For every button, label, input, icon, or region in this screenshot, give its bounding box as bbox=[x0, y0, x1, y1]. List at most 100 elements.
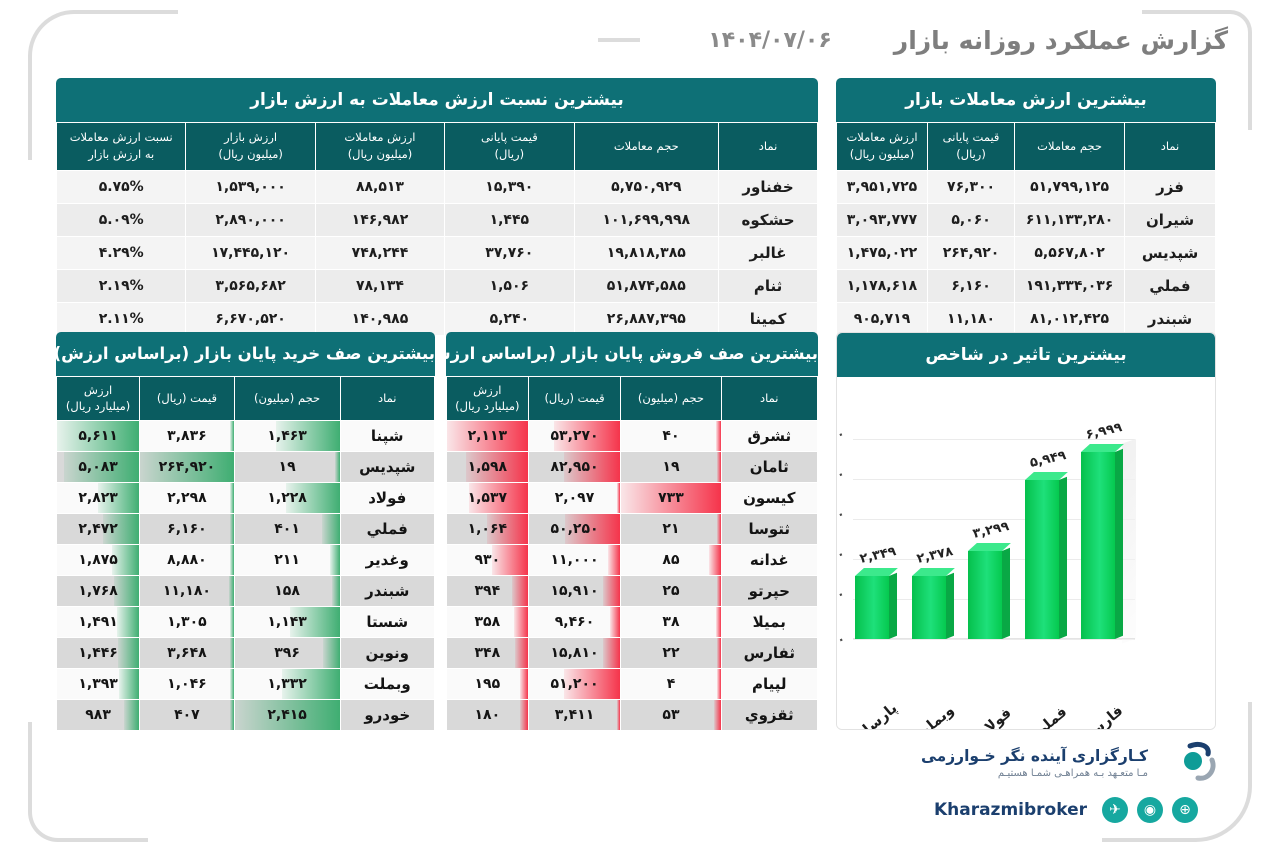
symbol-label: شبندر bbox=[365, 582, 410, 601]
chart-bar: ۶,۹۹۹ bbox=[1080, 420, 1124, 639]
cell-price: ۱,۴۴۵ bbox=[444, 202, 575, 237]
data-bar bbox=[621, 483, 721, 513]
cell-price-label: ۱۱,۰۰۰ bbox=[550, 552, 599, 569]
cell-volume: ۱۹ bbox=[233, 451, 341, 484]
kharazmi-logo-icon bbox=[1184, 741, 1216, 781]
cell-price-label: ۳,۸۳۶ bbox=[167, 428, 207, 445]
cell-value-label: ۲,۸۲۳ bbox=[78, 490, 118, 507]
symbol-label: حپرتو bbox=[748, 582, 790, 601]
cell-symbol: غدانه bbox=[720, 544, 819, 577]
sell-queue-table: نماد حجم (میلیون) قیمت (ریال) ارزش (میلیارد … bbox=[446, 375, 819, 732]
symbol-label: ثامان bbox=[749, 458, 789, 477]
data-bar bbox=[492, 545, 528, 575]
cell-symbol: شیران bbox=[1124, 202, 1216, 237]
report-date: ۱۴۰۴/۰۷/۰۶ bbox=[708, 27, 832, 53]
data-bar bbox=[713, 700, 721, 730]
buy-queue-table: نماد حجم (میلیون) قیمت (ریال) ارزش (میلیارد … bbox=[55, 375, 435, 732]
data-bar bbox=[468, 483, 528, 513]
cell-price-label: ۱,۰۴۶ bbox=[167, 676, 207, 693]
cell-market-cap: ۱۷,۴۴۵,۱۲۰ bbox=[185, 235, 316, 270]
cell-price: ۳,۶۴۸ bbox=[139, 637, 235, 670]
trade-to-marketcap-col-5-line-1: به ارزش بازار bbox=[88, 147, 155, 162]
data-bar bbox=[447, 421, 528, 451]
cell-symbol: ثامان bbox=[720, 451, 819, 484]
cell-symbol: کیسون bbox=[720, 482, 819, 515]
cell-value: ۱,۳۹۳ bbox=[55, 668, 141, 701]
table-row: شبندر ۸۱,۰۱۲,۴۲۵ ۱۱,۱۸۰ ۹۰۵,۷۱۹ bbox=[836, 301, 1216, 336]
cell-volume: ۵,۷۵۰,۹۲۹ bbox=[573, 169, 720, 204]
cell-symbol: فملي bbox=[339, 513, 435, 546]
cell-symbol: لپیام bbox=[720, 668, 819, 701]
chart-x-tick-label: فولاد bbox=[976, 705, 1015, 730]
instagram-icon[interactable]: ◉ bbox=[1137, 797, 1163, 823]
data-bar bbox=[290, 607, 340, 637]
cell-value-label: ۱,۵۹۸ bbox=[467, 459, 508, 476]
cell-price-label: ۹,۴۶۰ bbox=[554, 614, 595, 631]
cell-symbol: فزر bbox=[1124, 169, 1216, 204]
cell-value: ۱,۴۹۱ bbox=[55, 606, 141, 639]
data-bar bbox=[715, 607, 721, 637]
symbol-label: شستا bbox=[366, 613, 409, 632]
table-row: ثامان ۱۹ ۸۲,۹۵۰ ۱,۵۹۸ bbox=[446, 451, 819, 484]
cell-volume-label: ۱,۲۲۸ bbox=[267, 490, 307, 507]
top-trade-value-col-3: ارزش معاملات (میلیون ریال) bbox=[836, 122, 928, 171]
cell-volume: ۲۶,۸۸۷,۳۹۵ bbox=[573, 301, 720, 336]
telegram-icon[interactable]: ✈ bbox=[1102, 797, 1128, 823]
cell-market-cap: ۲,۸۹۰,۰۰۰ bbox=[185, 202, 316, 237]
data-bar bbox=[229, 638, 234, 668]
chart-bar-face bbox=[911, 575, 946, 639]
data-bar bbox=[513, 607, 528, 637]
table-row: کیسون ۷۳۳ ۲,۰۹۷ ۱,۵۳۷ bbox=[446, 482, 819, 515]
data-bar bbox=[514, 638, 528, 668]
trade-to-marketcap-col-2: قیمت پایانی (ریال) bbox=[444, 122, 575, 171]
cell-volume-label: ۴۰۱ bbox=[274, 521, 300, 538]
cell-volume: ۱,۳۳۲ bbox=[233, 668, 341, 701]
table-header-row: نماد حجم (میلیون) قیمت (ریال) ارزش (میلیارد … bbox=[55, 375, 435, 422]
cell-market-cap: ۱,۵۳۹,۰۰۰ bbox=[185, 169, 316, 204]
cell-price: ۶,۱۶۰ bbox=[139, 513, 235, 546]
top-trade-value-col-0: نماد bbox=[1124, 122, 1216, 171]
cell-value-label: ۳۹۴ bbox=[474, 583, 501, 600]
cell-value-label: ۱,۴۹۱ bbox=[78, 614, 118, 631]
symbol-label: شپدیس bbox=[359, 458, 416, 477]
table-row: غالبر ۱۹,۸۱۸,۳۸۵ ۳۷,۷۶۰ ۷۴۸,۲۴۴ ۱۷,۴۴۵,۱۲۰ ۴.… bbox=[55, 235, 818, 270]
table-header-row: نماد حجم معاملات قیمت پایانی (ریال) ارزش معا… bbox=[836, 122, 1216, 171]
cell-value-label: ۵,۰۸۳ bbox=[78, 459, 118, 476]
cell-volume-label: ۱۹ bbox=[278, 459, 296, 476]
cell-symbol: شبندر bbox=[339, 575, 435, 608]
data-bar bbox=[610, 607, 620, 637]
globe-icon[interactable]: ⊕ bbox=[1172, 797, 1198, 823]
cell-ratio: ۴.۲۹% bbox=[55, 235, 187, 270]
cell-value: ۳۴۸ bbox=[446, 637, 529, 670]
table-row: فملي ۱۹۱,۳۳۴,۰۳۶ ۶,۱۶۰ ۱,۱۷۸,۶۱۸ bbox=[836, 268, 1216, 303]
cell-volume-label: ۴ bbox=[666, 676, 676, 693]
buy-queue-col-1-line-0: حجم (میلیون) bbox=[254, 390, 321, 405]
symbol-label: ثفارس bbox=[743, 644, 795, 663]
cell-volume-label: ۲۱۱ bbox=[274, 552, 300, 569]
chart-bar-side bbox=[889, 573, 898, 639]
chart-bar: ۳,۲۹۹ bbox=[968, 519, 1011, 639]
symbol-label: بمیلا bbox=[752, 613, 786, 632]
cell-value: ۱۸۰ bbox=[446, 699, 529, 732]
index-impact-chart-title: بیشترین تاثیر در شاخص bbox=[837, 333, 1215, 377]
data-bar bbox=[124, 700, 139, 730]
table-row: شپدیس ۵,۵۶۷,۸۰۲ ۲۶۴,۹۲۰ ۱,۴۷۵,۰۲۲ bbox=[836, 235, 1216, 270]
cell-volume: ۶۱۱,۱۳۳,۲۸۰ bbox=[1014, 202, 1126, 237]
chart-bar-side bbox=[1058, 477, 1067, 639]
top-trade-value-table: نماد حجم معاملات قیمت پایانی (ریال) ارزش معا… bbox=[836, 122, 1216, 336]
cell-value: ۱,۰۶۴ bbox=[446, 513, 529, 546]
sell-queue-col-3-line-1: (میلیارد ریال) bbox=[455, 398, 520, 413]
symbol-label: لپیام bbox=[752, 675, 787, 694]
table-row: ونوین ۳۹۶ ۳,۶۴۸ ۱,۴۴۶ bbox=[55, 637, 435, 670]
data-bar bbox=[520, 669, 528, 699]
cell-market-cap: ۳,۵۶۵,۶۸۲ bbox=[185, 268, 316, 303]
cell-volume: ۵۱,۷۹۹,۱۲۵ bbox=[1014, 169, 1126, 204]
cell-symbol: وبملت bbox=[339, 668, 435, 701]
table-row: لپیام ۴ ۵۱,۲۰۰ ۱۹۵ bbox=[446, 668, 819, 701]
cell-value-label: ۲,۴۷۲ bbox=[78, 521, 118, 538]
data-bar bbox=[716, 669, 721, 699]
cell-price: ۵۰,۲۵۰ bbox=[527, 513, 622, 546]
company-name-fa: کـارگزاری آینده نگر خـوارزمی bbox=[920, 747, 1148, 765]
cell-value: ۱,۱۷۸,۶۱۸ bbox=[836, 268, 928, 303]
